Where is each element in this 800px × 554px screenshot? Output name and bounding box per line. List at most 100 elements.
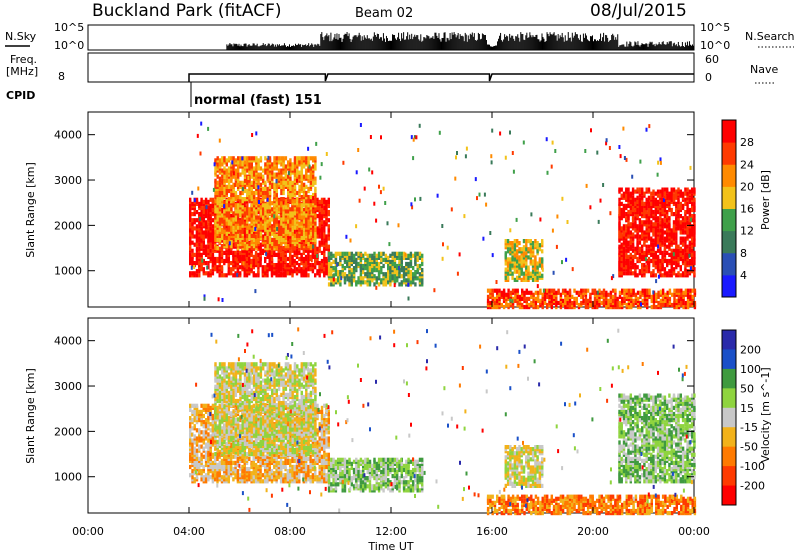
data-cell <box>362 253 365 258</box>
data-cell <box>298 233 301 238</box>
data-cell <box>486 294 490 299</box>
data-cell <box>211 271 215 276</box>
data-cell <box>609 294 613 299</box>
data-cell <box>257 178 260 183</box>
data-cell <box>362 263 365 269</box>
data-cell <box>295 242 299 247</box>
data-cell <box>620 187 623 192</box>
data-cell <box>409 276 413 281</box>
data-cell <box>289 158 292 163</box>
data-cell <box>602 292 606 297</box>
data-cell <box>618 187 621 192</box>
data-cell <box>289 223 292 228</box>
data-cell <box>661 263 664 268</box>
data-cell <box>305 174 308 179</box>
data-cell <box>239 225 242 230</box>
data-cell <box>307 178 310 183</box>
data-cell <box>525 261 528 266</box>
data-cell <box>412 253 415 258</box>
data-cell <box>593 300 597 306</box>
data-cell <box>647 232 651 237</box>
data-cell <box>232 199 235 204</box>
data-cell <box>246 237 249 242</box>
data-cell <box>327 263 331 269</box>
data-cell <box>625 258 628 264</box>
data-cell <box>311 205 315 211</box>
data-cell <box>255 156 258 161</box>
data-cell <box>286 256 290 262</box>
data-cell <box>525 277 528 282</box>
data-cell <box>193 226 196 231</box>
data-cell <box>629 252 632 257</box>
data-cell <box>237 239 240 245</box>
data-cell <box>248 162 251 167</box>
data-cell <box>286 240 290 245</box>
data-cell <box>659 212 662 217</box>
data-cell <box>252 244 256 249</box>
data-cell <box>396 251 399 256</box>
data-cell <box>496 305 499 310</box>
data-cell <box>650 214 653 219</box>
data-cell <box>202 248 205 253</box>
data-cell <box>339 251 342 256</box>
data-cell <box>202 205 205 211</box>
data-cell <box>400 274 403 279</box>
data-cell <box>195 246 199 251</box>
data-cell <box>207 271 210 276</box>
data-cell <box>264 203 267 208</box>
data-cell <box>573 296 576 301</box>
data-cell <box>655 296 658 301</box>
data-cell <box>232 217 235 222</box>
data-cell <box>491 288 494 293</box>
data-cell <box>505 300 508 306</box>
data-cell <box>645 205 648 211</box>
data-cell <box>189 210 192 215</box>
data-cell <box>416 268 419 273</box>
data-cell <box>259 166 263 171</box>
data-cell <box>273 241 276 247</box>
data-cell <box>223 195 226 200</box>
data-cell <box>638 193 642 198</box>
data-cell <box>625 224 628 229</box>
data-cell <box>636 214 639 219</box>
data-cell <box>287 219 290 224</box>
data-cell <box>211 236 215 241</box>
data-cell <box>382 257 385 262</box>
data-cell <box>202 216 205 221</box>
data-cell <box>618 250 621 255</box>
data-cell <box>511 288 515 293</box>
data-cell <box>348 282 351 287</box>
data-cell <box>227 235 231 240</box>
data-cell <box>531 273 535 278</box>
data-cell <box>200 226 203 231</box>
data-cell <box>636 224 639 229</box>
data-cell <box>645 224 648 229</box>
data-cell <box>327 282 331 287</box>
data-cell <box>298 244 301 249</box>
data-cell <box>200 240 203 245</box>
data-cell <box>287 197 290 202</box>
data-cell <box>248 217 251 222</box>
data-cell <box>643 240 646 245</box>
data-cell <box>654 230 657 235</box>
data-cell <box>189 197 192 202</box>
data-cell <box>282 261 285 266</box>
data-cell <box>521 302 524 308</box>
data-cell <box>318 222 321 227</box>
data-cell <box>271 162 274 167</box>
data-cell <box>622 246 626 251</box>
data-cell <box>246 168 249 173</box>
data-cell <box>314 207 317 212</box>
data-cell <box>214 233 217 238</box>
data-cell <box>277 156 281 161</box>
data-cell <box>522 239 526 244</box>
data-cell <box>641 205 644 211</box>
data-cell <box>218 221 222 226</box>
data-cell <box>352 270 356 275</box>
data-cell <box>632 298 635 303</box>
data-cell <box>634 197 637 202</box>
data-cell <box>627 203 630 208</box>
data-cell <box>400 280 403 285</box>
data-cell <box>307 233 310 238</box>
data-cell <box>266 248 269 253</box>
